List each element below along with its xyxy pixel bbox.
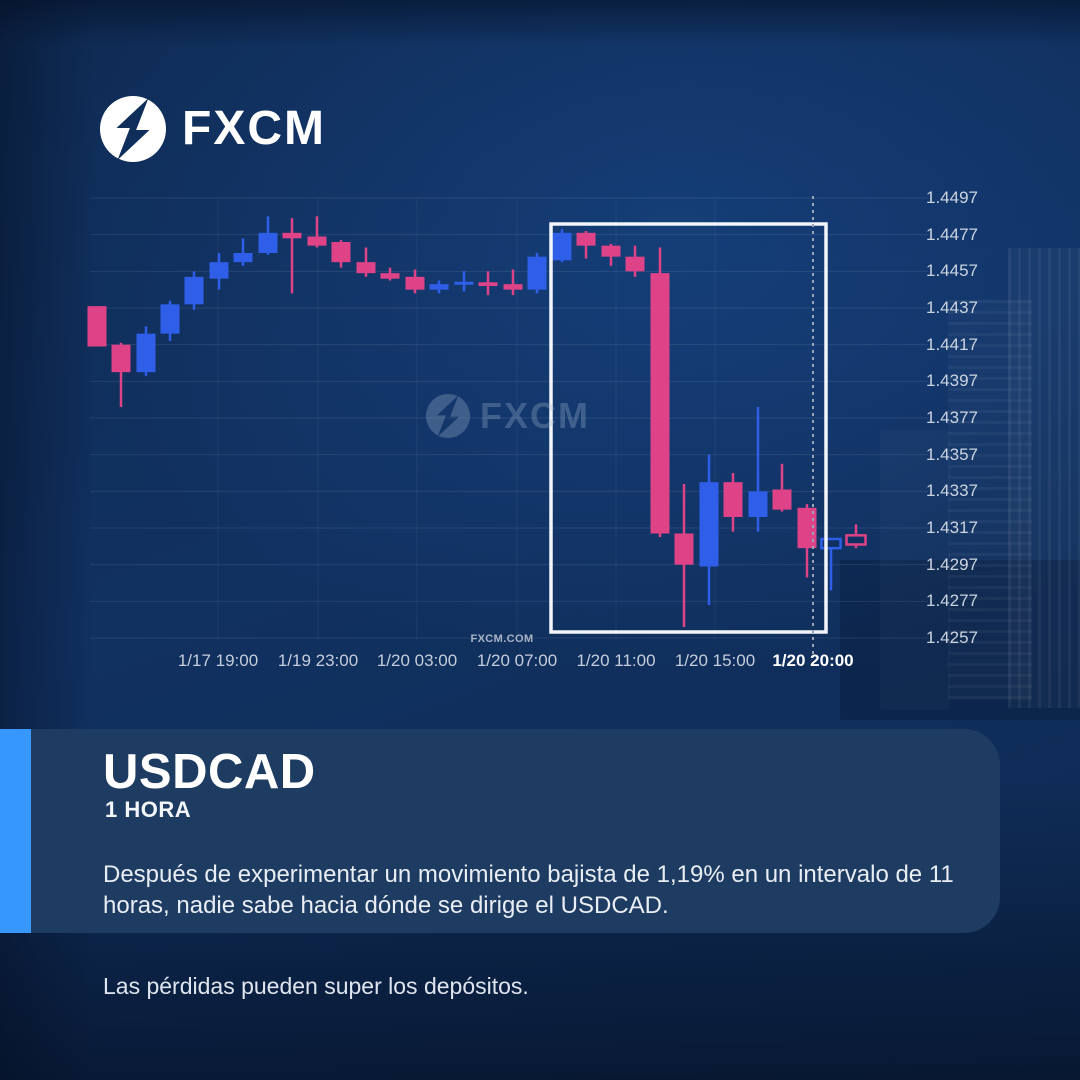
chart-source-label: FXCM.COM: [470, 633, 534, 645]
y-axis-label: 1.4497: [926, 188, 978, 207]
fxcm-logo-text: FXCM: [182, 102, 326, 155]
x-axis-label: 1/20 15:00: [674, 651, 756, 670]
symbol-title: USDCAD: [103, 745, 316, 799]
x-axis-label: 1/19 23:00: [277, 651, 359, 670]
risk-disclaimer: Las pérdidas pueden super los depósitos.: [103, 973, 529, 999]
chart-watermark: FXCM: [426, 394, 590, 438]
y-axis-label: 1.4377: [926, 408, 978, 427]
y-axis-label: 1.4277: [926, 591, 978, 611]
y-axis-label: 1.4317: [926, 518, 978, 537]
y-axis-label: 1.4417: [926, 334, 978, 354]
info-card: [0, 729, 1000, 933]
y-axis-label: 1.4437: [926, 298, 978, 317]
skyline-building: [1008, 248, 1080, 708]
y-axis-label: 1.4477: [926, 224, 978, 244]
y-axis-label: 1.4337: [926, 481, 978, 501]
y-axis-label: 1.4357: [926, 444, 978, 464]
fxcm-logo-icon: [100, 96, 166, 162]
accent-bar: [0, 729, 31, 933]
y-axis-label: 1.4297: [926, 554, 978, 574]
analysis-text: Después de experimentar un movimiento ba…: [103, 861, 954, 919]
y-axis-label: 1.4397: [926, 371, 978, 391]
x-axis-label: 1/20 20:00: [772, 651, 854, 670]
fxcm-logo: FXCM: [100, 96, 326, 162]
y-axis-label: 1.4457: [926, 261, 978, 281]
skyline-silhouette: [840, 560, 1080, 720]
timeframe-label: 1 HORA: [105, 797, 192, 822]
x-axis-label: 1/20 07:00: [476, 651, 558, 670]
x-axis-label: 1/17 19:00: [177, 651, 259, 670]
x-axis-label: 1/20 11:00: [576, 651, 656, 670]
skyline-building: [948, 300, 1032, 700]
fxcm-watermark-text: FXCM: [480, 395, 590, 436]
fxcm-watermark-icon: [426, 394, 470, 438]
x-axis-label: 1/20 03:00: [376, 651, 458, 670]
y-axis-label: 1.4257: [926, 628, 978, 647]
